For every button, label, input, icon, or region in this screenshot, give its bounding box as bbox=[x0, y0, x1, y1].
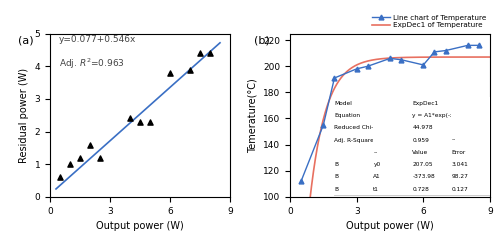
Line: ExpDec1 of Temperature: ExpDec1 of Temperature bbox=[296, 57, 490, 240]
Point bbox=[86, 143, 94, 146]
Line chart of Temperature bbox=[365, 65, 371, 68]
ExpDec1 of Temperature bbox=[408, 56, 414, 59]
Line chart of Temperature bbox=[320, 124, 326, 126]
Point bbox=[126, 117, 134, 120]
X-axis label: Output power (W): Output power (W) bbox=[346, 221, 434, 231]
ExpDec1 of Temperature bbox=[456, 56, 462, 59]
FancyBboxPatch shape bbox=[334, 97, 490, 195]
Line chart of Temperature bbox=[442, 49, 448, 52]
Y-axis label: Residual power (W): Residual power (W) bbox=[19, 68, 29, 163]
Line chart of Temperature bbox=[476, 44, 482, 47]
Line chart of Temperature bbox=[398, 58, 404, 61]
Text: (a): (a) bbox=[18, 35, 33, 45]
Point bbox=[136, 120, 144, 124]
Line chart of Temperature bbox=[432, 50, 438, 53]
Line chart of Temperature bbox=[332, 77, 338, 79]
Line chart of Temperature bbox=[465, 44, 471, 47]
Point bbox=[166, 71, 174, 75]
Point bbox=[56, 175, 64, 179]
Text: (b): (b) bbox=[254, 35, 270, 45]
Line chart of Temperature bbox=[387, 57, 393, 60]
X-axis label: Output power (W): Output power (W) bbox=[96, 221, 184, 231]
Point bbox=[66, 162, 74, 166]
Text: Adj. $R^2$=0.963: Adj. $R^2$=0.963 bbox=[59, 56, 125, 71]
ExpDec1 of Temperature bbox=[409, 56, 415, 59]
Line chart of Temperature bbox=[354, 67, 360, 70]
Point bbox=[76, 156, 84, 160]
Point bbox=[146, 120, 154, 124]
Line chart of Temperature bbox=[298, 180, 304, 183]
Point bbox=[196, 51, 204, 55]
ExpDec1 of Temperature bbox=[487, 56, 493, 59]
Point bbox=[186, 68, 194, 72]
Y-axis label: Temerature(°C): Temerature(°C) bbox=[248, 78, 258, 153]
Text: y=0.077+0.546x: y=0.077+0.546x bbox=[59, 35, 136, 44]
ExpDec1 of Temperature bbox=[412, 56, 418, 59]
Point bbox=[96, 156, 104, 160]
Line: Line chart of Temperature: Line chart of Temperature bbox=[298, 43, 482, 184]
Line chart of Temperature bbox=[420, 64, 426, 66]
Legend: Line chart of Temperature, ExpDec1 of Temperature: Line chart of Temperature, ExpDec1 of Te… bbox=[372, 15, 486, 28]
ExpDec1 of Temperature bbox=[469, 56, 475, 59]
Point bbox=[206, 51, 214, 55]
